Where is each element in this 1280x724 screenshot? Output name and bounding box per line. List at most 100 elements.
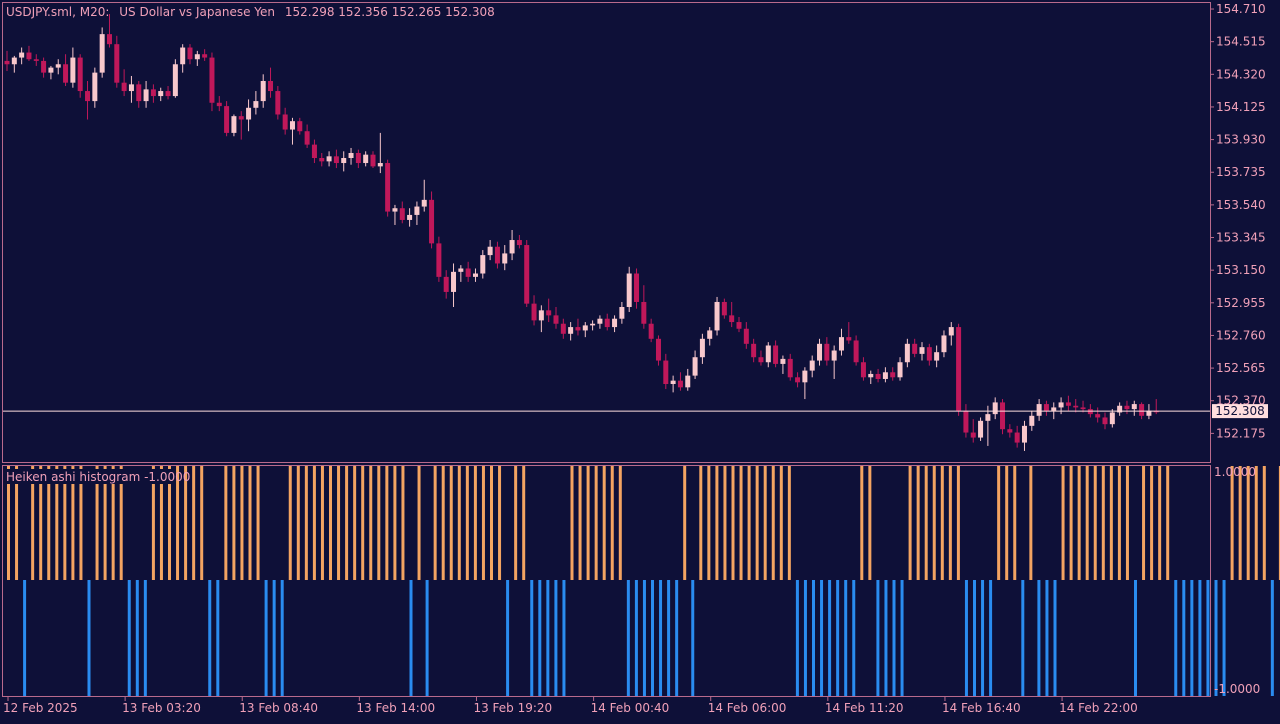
candle-body (436, 243, 442, 277)
histogram-bar (1158, 466, 1162, 580)
candle-body (795, 377, 801, 383)
histogram-bar (562, 580, 566, 696)
candle (699, 333, 705, 364)
histogram-bar (216, 580, 220, 696)
candle-body (502, 253, 508, 264)
candle (1007, 424, 1013, 438)
price-tick-label: 154.125 (1216, 100, 1266, 114)
candle-body (1087, 409, 1093, 415)
histogram-bar (1246, 466, 1250, 580)
time-tick-label: 12 Feb 2025 (3, 701, 78, 715)
histogram-bar (320, 466, 324, 580)
candle (773, 340, 779, 368)
candle (77, 54, 83, 98)
candle-body (224, 106, 230, 133)
candle (70, 47, 76, 88)
histogram-bar (417, 466, 421, 580)
histogram-bar (1117, 466, 1121, 580)
candle (824, 337, 830, 366)
candle (875, 368, 881, 383)
candle-body (516, 240, 522, 246)
candle-body (268, 81, 274, 92)
candle (311, 139, 317, 164)
candles-layer (4, 14, 1159, 451)
histogram-bar (1270, 580, 1274, 696)
histogram-bar (506, 580, 510, 696)
candle-body (326, 156, 332, 162)
candle (19, 47, 25, 65)
histogram-bar (634, 580, 638, 696)
candle (831, 345, 837, 379)
candle-body (919, 347, 925, 354)
candle (494, 241, 500, 269)
candle-body (707, 330, 713, 339)
candle-body (392, 208, 398, 212)
candle-body (333, 156, 339, 164)
candle (443, 270, 449, 299)
histogram-bar (312, 466, 316, 580)
histogram-bar (868, 466, 872, 580)
histogram-bar (39, 466, 43, 580)
candle (1102, 412, 1108, 430)
candle-body (136, 84, 142, 102)
candle-body (172, 64, 178, 97)
histogram-bar (473, 466, 477, 580)
histogram-bar (707, 466, 711, 580)
candle-body (451, 271, 457, 292)
histogram-bar (47, 466, 51, 580)
candle-body (597, 318, 603, 324)
candle-body (590, 323, 596, 326)
histogram-bar (248, 466, 252, 580)
candle-body (407, 214, 413, 220)
histogram-bar (264, 580, 268, 696)
candle-body (1051, 407, 1057, 411)
candle (860, 357, 866, 381)
histogram-bar (651, 580, 654, 696)
histogram-bar (956, 466, 960, 580)
candle (655, 335, 661, 366)
candle (253, 91, 259, 115)
candle (114, 35, 120, 88)
candle (260, 74, 266, 108)
candle (546, 298, 552, 323)
candle-body (1131, 404, 1137, 410)
histogram-bar (973, 580, 976, 696)
candle-body (77, 57, 83, 92)
histogram-bar (892, 580, 896, 696)
histogram-bar (683, 466, 687, 580)
candle-body (809, 360, 815, 371)
candle (934, 345, 940, 368)
candle (268, 67, 274, 98)
histogram-bar (1101, 466, 1105, 580)
candle (304, 124, 310, 148)
histogram-bar (667, 580, 671, 696)
candle-body (1109, 412, 1115, 425)
candle-body (773, 345, 779, 364)
histogram-bar (723, 466, 727, 580)
candle (553, 306, 559, 329)
candle-body (875, 373, 881, 379)
histogram-bar (755, 466, 759, 580)
indicator-level-top: 1.0000 (1214, 465, 1256, 479)
histogram-bar (15, 466, 19, 580)
candle-body (670, 380, 676, 384)
candle-body (948, 327, 954, 336)
candle (685, 368, 691, 391)
candle-body (414, 206, 420, 215)
time-tick-label: 14 Feb 00:40 (591, 701, 670, 715)
candle (341, 151, 347, 172)
candle (143, 81, 149, 108)
candle (48, 65, 54, 80)
candle-body (246, 107, 252, 120)
histogram-bar (457, 466, 461, 580)
candle-body (121, 82, 127, 92)
candle (370, 151, 376, 169)
candle-body (729, 315, 735, 323)
histogram-bar (1134, 580, 1137, 696)
histogram-bar (87, 580, 91, 696)
candle-body (260, 81, 266, 102)
time-axis: 12 Feb 2025 13 Feb 03:20 13 Feb 08:40 13 Fe… (3, 697, 1138, 715)
candle (1095, 407, 1101, 423)
candle-body (1117, 405, 1123, 413)
